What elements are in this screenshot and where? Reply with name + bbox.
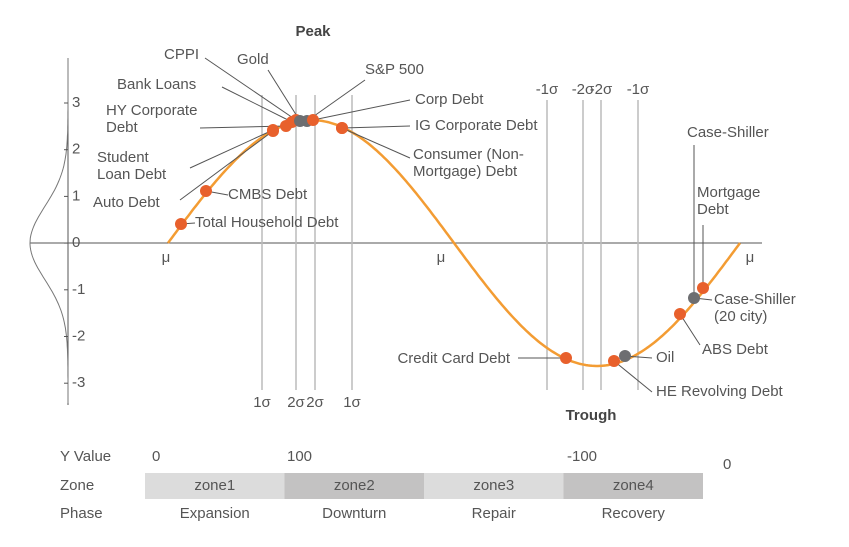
- axis-tick-label: 3: [72, 94, 80, 111]
- sigma-bottom-label: 2σ: [287, 394, 305, 411]
- node-point: [608, 355, 620, 367]
- axis-tick-label: 1: [72, 187, 80, 204]
- mu-label: μ: [746, 249, 755, 266]
- node-point: [697, 282, 709, 294]
- node-point: [674, 308, 686, 320]
- row-label: Zone: [60, 477, 94, 494]
- y-value: 100: [287, 448, 312, 465]
- bell-curve: [29, 58, 69, 403]
- zone-cell: [145, 473, 285, 499]
- node-label: IG Corporate Debt: [415, 117, 538, 134]
- node-label: Consumer (Non-: [413, 146, 524, 163]
- node-label: Debt: [697, 201, 730, 218]
- node-label: Student: [97, 149, 150, 166]
- axis-tick-label: -1: [72, 281, 85, 298]
- phase-label: Downturn: [322, 505, 386, 522]
- leader-line: [341, 127, 411, 159]
- phase-label: Expansion: [180, 505, 250, 522]
- axis-tick-label: 2: [72, 141, 80, 158]
- node-point: [175, 218, 187, 230]
- y-value: 0: [152, 448, 160, 465]
- trough-label: Trough: [566, 407, 617, 424]
- node-label: Bank Loans: [117, 76, 196, 93]
- zone-cell: [284, 473, 424, 499]
- node-label: HE Revolving Debt: [656, 383, 784, 400]
- mu-label: μ: [437, 249, 446, 266]
- zone-label: zone2: [334, 477, 375, 494]
- zone-label: zone4: [613, 477, 654, 494]
- sigma-bottom-label: 1σ: [343, 394, 361, 411]
- node-label: (20 city): [714, 308, 767, 325]
- axis-tick-label: -2: [72, 327, 85, 344]
- node-point: [619, 350, 631, 362]
- leader-line: [613, 360, 653, 393]
- leader-line: [204, 57, 297, 121]
- leader-line: [679, 313, 701, 346]
- phase-label: Repair: [472, 505, 516, 522]
- node-label: S&P 500: [365, 61, 424, 78]
- sigma-top-label: -2σ: [590, 81, 613, 98]
- node-label: Case-Shiller: [687, 124, 769, 141]
- sigma-top-label: -2σ: [572, 81, 595, 98]
- sigma-top-label: -1σ: [536, 81, 559, 98]
- leader-line: [179, 130, 274, 201]
- node-label: Auto Debt: [93, 194, 161, 211]
- axis-tick-label: 0: [72, 234, 80, 251]
- zone-cell: [424, 473, 564, 499]
- row-label: Y Value: [60, 448, 111, 465]
- y-value: -100: [567, 448, 597, 465]
- node-point: [688, 292, 700, 304]
- node-label: CPPI: [164, 46, 199, 63]
- node-label: Mortgage: [697, 184, 760, 201]
- leader-line: [312, 99, 411, 121]
- node-point: [200, 185, 212, 197]
- phase-label: Recovery: [602, 505, 666, 522]
- node-label: HY Corporate: [106, 102, 197, 119]
- zone-cell: [563, 473, 703, 499]
- row-label: Phase: [60, 505, 103, 522]
- peak-label: Peak: [295, 23, 331, 40]
- mu-label: μ: [162, 249, 171, 266]
- node-point: [267, 124, 279, 136]
- sigma-bottom-label: 2σ: [306, 394, 324, 411]
- node-point: [336, 122, 348, 134]
- leader-line: [221, 86, 293, 123]
- node-label: Loan Debt: [97, 166, 167, 183]
- leader-line: [189, 129, 274, 169]
- node-point: [560, 352, 572, 364]
- node-label: Case-Shiller: [714, 291, 796, 308]
- sigma-top-label: -1σ: [627, 81, 650, 98]
- node-label: Gold: [237, 51, 269, 68]
- zone-label: zone1: [194, 477, 235, 494]
- cycle-curve: [166, 118, 742, 368]
- sigma-bottom-label: 1σ: [253, 394, 271, 411]
- leader-line: [341, 125, 411, 129]
- node-label: Total Household Debt: [195, 214, 339, 231]
- node-label: Credit Card Debt: [397, 350, 510, 367]
- node-label: Mortgage) Debt: [413, 163, 518, 180]
- zone-label: zone3: [473, 477, 514, 494]
- node-label: Corp Debt: [415, 91, 484, 108]
- node-label: ABS Debt: [702, 341, 769, 358]
- node-label: Debt: [106, 119, 139, 136]
- node-label: Oil: [656, 349, 674, 366]
- leader-line: [267, 69, 301, 122]
- node-label: CMBS Debt: [228, 186, 308, 203]
- y-value: 0: [723, 456, 731, 473]
- node-point: [307, 114, 319, 126]
- leader-line: [306, 79, 366, 122]
- axis-tick-label: -3: [72, 374, 85, 391]
